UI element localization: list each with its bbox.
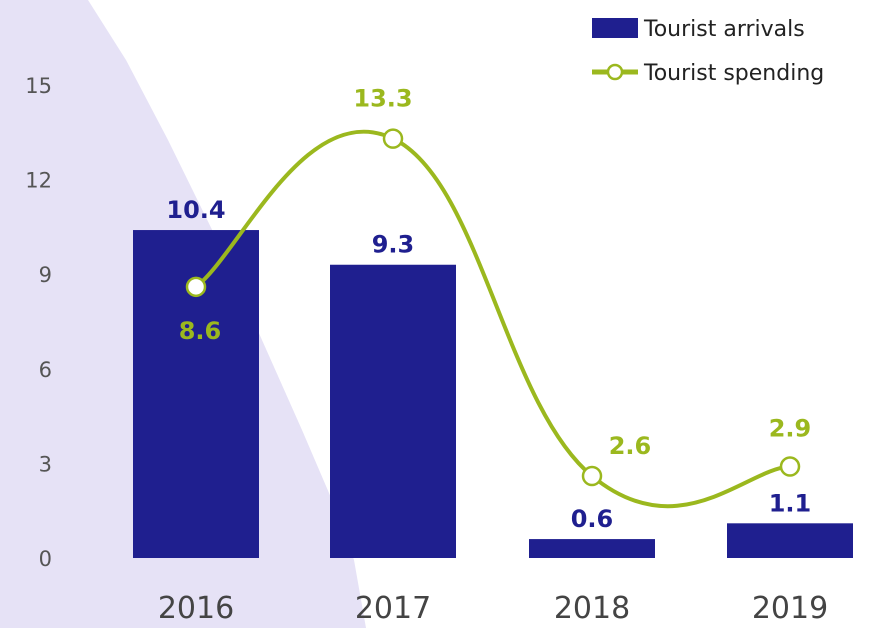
bar: [330, 264, 456, 558]
line-value-label: 8.6: [179, 317, 222, 345]
legend-marker-spending: [606, 63, 624, 81]
x-tick-label: 2017: [355, 591, 431, 626]
line-marker: [382, 128, 404, 149]
legend-label-arrivals: Tourist arrivals: [643, 17, 805, 42]
bar-value-label: 1.1: [769, 489, 812, 517]
legend: Tourist arrivals Tourist spending: [592, 17, 824, 86]
bar-series: [133, 230, 853, 558]
x-axis: 2016 2017 2018 2019: [158, 591, 828, 626]
line-marker: [779, 456, 801, 477]
x-tick-label: 2018: [554, 591, 630, 626]
bar: [727, 523, 853, 558]
legend-label-spending: Tourist spending: [643, 61, 824, 86]
x-tick-label: 2016: [158, 591, 234, 626]
x-tick-label: 2019: [752, 591, 828, 626]
legend-swatch-arrivals: [592, 18, 638, 38]
bar-value-label: 10.4: [166, 196, 225, 224]
line-markers: [185, 128, 801, 487]
y-tick-label: 6: [39, 358, 52, 382]
line-marker: [581, 465, 603, 487]
line-marker: [185, 276, 207, 298]
line-value-label: 13.3: [353, 85, 412, 113]
y-axis: 0 3 6 9 12 15: [25, 74, 52, 571]
line-data-labels: 8.6 13.3 2.6 2.9: [179, 85, 812, 460]
y-tick-label: 12: [25, 169, 52, 193]
y-tick-label: 9: [39, 263, 52, 287]
line-value-label: 2.6: [609, 432, 652, 460]
y-tick-label: 0: [39, 547, 52, 571]
bar: [529, 539, 655, 558]
line-value-label: 2.9: [769, 415, 812, 443]
bar-value-label: 9.3: [372, 231, 415, 259]
bar-data-labels: 10.4 9.3 0.6 1.1: [166, 196, 811, 533]
y-tick-label: 15: [25, 74, 52, 98]
spending-line: [194, 129, 791, 509]
bar-value-label: 0.6: [571, 505, 614, 533]
y-tick-label: 3: [39, 452, 52, 476]
